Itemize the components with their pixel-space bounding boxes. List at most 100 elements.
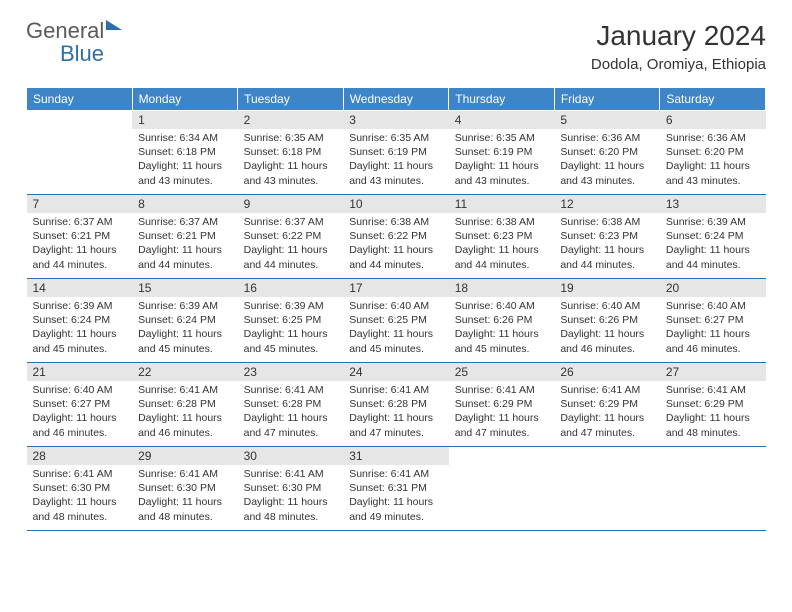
day-line: Sunrise: 6:39 AM: [33, 299, 127, 313]
day-line: Daylight: 11 hours and 44 minutes.: [349, 243, 443, 271]
calendar-week-row: 14Sunrise: 6:39 AMSunset: 6:24 PMDayligh…: [27, 279, 766, 363]
day-line: Sunset: 6:20 PM: [560, 145, 654, 159]
day-line: Daylight: 11 hours and 45 minutes.: [244, 327, 338, 355]
day-header: Monday: [132, 88, 238, 111]
day-header-row: Sunday Monday Tuesday Wednesday Thursday…: [27, 88, 766, 111]
calendar-cell: 1Sunrise: 6:34 AMSunset: 6:18 PMDaylight…: [132, 111, 238, 195]
day-line: Daylight: 11 hours and 46 minutes.: [33, 411, 127, 439]
day-line: Daylight: 11 hours and 44 minutes.: [33, 243, 127, 271]
day-number: 28: [27, 447, 133, 465]
day-line: Daylight: 11 hours and 45 minutes.: [455, 327, 549, 355]
day-line: Daylight: 11 hours and 47 minutes.: [455, 411, 549, 439]
day-number: 18: [449, 279, 555, 297]
day-header: Wednesday: [343, 88, 449, 111]
day-line: Sunrise: 6:35 AM: [349, 131, 443, 145]
calendar-cell: [660, 447, 766, 531]
day-body: Sunrise: 6:38 AMSunset: 6:22 PMDaylight:…: [343, 213, 449, 276]
day-line: Sunset: 6:28 PM: [138, 397, 232, 411]
day-number: 24: [343, 363, 449, 381]
day-line: Sunrise: 6:40 AM: [349, 299, 443, 313]
day-line: Daylight: 11 hours and 46 minutes.: [560, 327, 654, 355]
day-line: Sunset: 6:29 PM: [455, 397, 549, 411]
calendar-cell: 27Sunrise: 6:41 AMSunset: 6:29 PMDayligh…: [660, 363, 766, 447]
day-line: Daylight: 11 hours and 48 minutes.: [244, 495, 338, 523]
day-header: Friday: [554, 88, 660, 111]
day-body: Sunrise: 6:39 AMSunset: 6:24 PMDaylight:…: [660, 213, 766, 276]
day-body: Sunrise: 6:40 AMSunset: 6:25 PMDaylight:…: [343, 297, 449, 360]
calendar-cell: 6Sunrise: 6:36 AMSunset: 6:20 PMDaylight…: [660, 111, 766, 195]
day-line: Sunrise: 6:39 AM: [138, 299, 232, 313]
calendar-week-row: 7Sunrise: 6:37 AMSunset: 6:21 PMDaylight…: [27, 195, 766, 279]
day-number: 12: [554, 195, 660, 213]
day-number: 23: [238, 363, 344, 381]
day-number: 19: [554, 279, 660, 297]
day-body: Sunrise: 6:35 AMSunset: 6:19 PMDaylight:…: [449, 129, 555, 192]
day-line: Daylight: 11 hours and 48 minutes.: [33, 495, 127, 523]
calendar-table: Sunday Monday Tuesday Wednesday Thursday…: [26, 87, 766, 531]
day-body: Sunrise: 6:41 AMSunset: 6:29 PMDaylight:…: [449, 381, 555, 444]
calendar-cell: 7Sunrise: 6:37 AMSunset: 6:21 PMDaylight…: [27, 195, 133, 279]
day-line: Sunset: 6:29 PM: [560, 397, 654, 411]
calendar-cell: 9Sunrise: 6:37 AMSunset: 6:22 PMDaylight…: [238, 195, 344, 279]
day-line: Sunset: 6:27 PM: [666, 313, 760, 327]
day-line: Sunrise: 6:39 AM: [244, 299, 338, 313]
day-body: Sunrise: 6:37 AMSunset: 6:21 PMDaylight:…: [27, 213, 133, 276]
day-body: Sunrise: 6:40 AMSunset: 6:26 PMDaylight:…: [554, 297, 660, 360]
day-line: Sunrise: 6:35 AM: [244, 131, 338, 145]
day-line: Sunset: 6:24 PM: [666, 229, 760, 243]
day-number: 22: [132, 363, 238, 381]
day-number: 5: [554, 111, 660, 129]
day-line: Daylight: 11 hours and 43 minutes.: [560, 159, 654, 187]
day-line: Daylight: 11 hours and 43 minutes.: [349, 159, 443, 187]
calendar-cell: 15Sunrise: 6:39 AMSunset: 6:24 PMDayligh…: [132, 279, 238, 363]
calendar-cell: 4Sunrise: 6:35 AMSunset: 6:19 PMDaylight…: [449, 111, 555, 195]
day-line: Sunrise: 6:41 AM: [666, 383, 760, 397]
day-number: 29: [132, 447, 238, 465]
calendar-cell: 8Sunrise: 6:37 AMSunset: 6:21 PMDaylight…: [132, 195, 238, 279]
day-body: Sunrise: 6:41 AMSunset: 6:29 PMDaylight:…: [660, 381, 766, 444]
day-line: Sunrise: 6:41 AM: [349, 383, 443, 397]
day-line: Sunset: 6:24 PM: [33, 313, 127, 327]
day-line: Sunrise: 6:41 AM: [138, 467, 232, 481]
day-body: Sunrise: 6:36 AMSunset: 6:20 PMDaylight:…: [554, 129, 660, 192]
calendar-cell: 25Sunrise: 6:41 AMSunset: 6:29 PMDayligh…: [449, 363, 555, 447]
calendar-cell: 14Sunrise: 6:39 AMSunset: 6:24 PMDayligh…: [27, 279, 133, 363]
day-line: Sunset: 6:26 PM: [455, 313, 549, 327]
sail-icon: [106, 20, 122, 30]
day-body: Sunrise: 6:40 AMSunset: 6:27 PMDaylight:…: [27, 381, 133, 444]
day-line: Daylight: 11 hours and 44 minutes.: [244, 243, 338, 271]
calendar-cell: 3Sunrise: 6:35 AMSunset: 6:19 PMDaylight…: [343, 111, 449, 195]
day-header: Saturday: [660, 88, 766, 111]
day-body: Sunrise: 6:38 AMSunset: 6:23 PMDaylight:…: [449, 213, 555, 276]
day-line: Sunset: 6:23 PM: [560, 229, 654, 243]
day-line: Sunrise: 6:41 AM: [244, 383, 338, 397]
calendar-cell: 20Sunrise: 6:40 AMSunset: 6:27 PMDayligh…: [660, 279, 766, 363]
day-body: Sunrise: 6:40 AMSunset: 6:27 PMDaylight:…: [660, 297, 766, 360]
day-number: 8: [132, 195, 238, 213]
day-line: Sunrise: 6:40 AM: [33, 383, 127, 397]
day-line: Sunrise: 6:40 AM: [560, 299, 654, 313]
day-body: Sunrise: 6:41 AMSunset: 6:31 PMDaylight:…: [343, 465, 449, 528]
day-line: Sunrise: 6:41 AM: [33, 467, 127, 481]
day-body: Sunrise: 6:39 AMSunset: 6:24 PMDaylight:…: [132, 297, 238, 360]
day-line: Daylight: 11 hours and 49 minutes.: [349, 495, 443, 523]
day-body: Sunrise: 6:36 AMSunset: 6:20 PMDaylight:…: [660, 129, 766, 192]
day-header: Thursday: [449, 88, 555, 111]
day-line: Daylight: 11 hours and 44 minutes.: [560, 243, 654, 271]
calendar-cell: 13Sunrise: 6:39 AMSunset: 6:24 PMDayligh…: [660, 195, 766, 279]
day-line: Sunset: 6:18 PM: [138, 145, 232, 159]
day-line: Sunrise: 6:37 AM: [138, 215, 232, 229]
day-body: Sunrise: 6:37 AMSunset: 6:22 PMDaylight:…: [238, 213, 344, 276]
day-line: Sunset: 6:28 PM: [349, 397, 443, 411]
day-number: 21: [27, 363, 133, 381]
day-number: 14: [27, 279, 133, 297]
day-line: Daylight: 11 hours and 45 minutes.: [33, 327, 127, 355]
day-line: Sunset: 6:30 PM: [33, 481, 127, 495]
day-body: Sunrise: 6:39 AMSunset: 6:24 PMDaylight:…: [27, 297, 133, 360]
day-line: Sunset: 6:30 PM: [244, 481, 338, 495]
day-line: Sunrise: 6:41 AM: [560, 383, 654, 397]
day-body: Sunrise: 6:38 AMSunset: 6:23 PMDaylight:…: [554, 213, 660, 276]
day-line: Daylight: 11 hours and 44 minutes.: [455, 243, 549, 271]
day-body: Sunrise: 6:40 AMSunset: 6:26 PMDaylight:…: [449, 297, 555, 360]
calendar-week-row: 1Sunrise: 6:34 AMSunset: 6:18 PMDaylight…: [27, 111, 766, 195]
